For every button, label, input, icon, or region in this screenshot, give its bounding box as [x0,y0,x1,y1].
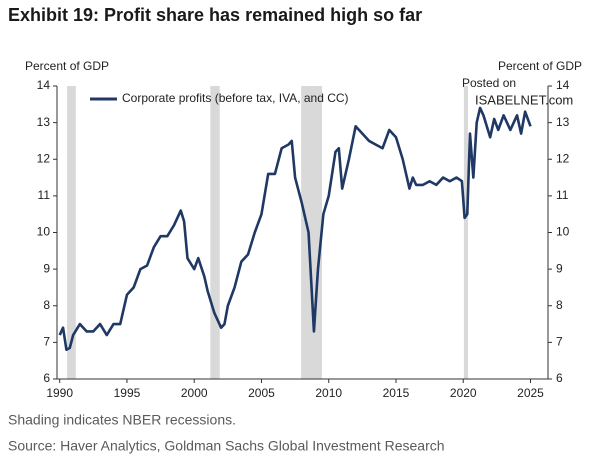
series-line [58,106,532,351]
y2-tick-label: 14 [556,78,570,92]
x-tick-label: 2015 [383,386,410,400]
note: Shading indicates NBER recessions. [8,412,236,428]
x-tick-label: 2005 [248,386,275,400]
y-tick-label: 8 [43,298,50,312]
y-tick-label: 6 [43,371,50,385]
y2-tick-label: 7 [556,335,563,349]
y2-tick-label: 6 [556,371,563,385]
legend-label: Corporate profits (before tax, IVA, and … [122,91,349,105]
y-tick-label: 13 [37,115,51,129]
y2-tick-label: 9 [556,261,563,275]
source: Source: Haver Analytics, Goldman Sachs G… [8,438,445,454]
chart-title: Exhibit 19: Profit share has remained hi… [8,5,422,25]
y-tick-label: 11 [38,188,51,202]
y-tick-label: 14 [37,78,51,92]
y2-tick-label: 13 [556,115,570,129]
recession-band [463,86,468,379]
y-axis-label: Percent of GDP [25,59,109,73]
x-tick-label: 2000 [181,386,208,400]
x-tick-label: 1995 [114,386,141,400]
x-tick-label: 1990 [46,386,73,400]
y2-axis-label: Percent of GDP [498,59,582,73]
y2-tick-label: 12 [556,151,570,165]
x-tick-label: 2010 [315,386,342,400]
recession-band [210,86,220,379]
y2-tick-label: 8 [556,298,563,312]
recession-band [67,86,76,379]
y-tick-label: 10 [37,225,51,239]
watermark: Posted on [462,76,516,90]
watermark: ISABELNET.com [475,92,573,107]
y2-tick-label: 10 [556,225,570,239]
y-tick-label: 12 [37,151,51,165]
y-tick-label: 9 [43,261,50,275]
recession-band [301,86,323,379]
y2-tick-label: 11 [556,188,569,202]
y-tick-label: 7 [43,335,50,349]
x-tick-label: 2025 [517,386,544,400]
x-tick-label: 2020 [450,386,477,400]
